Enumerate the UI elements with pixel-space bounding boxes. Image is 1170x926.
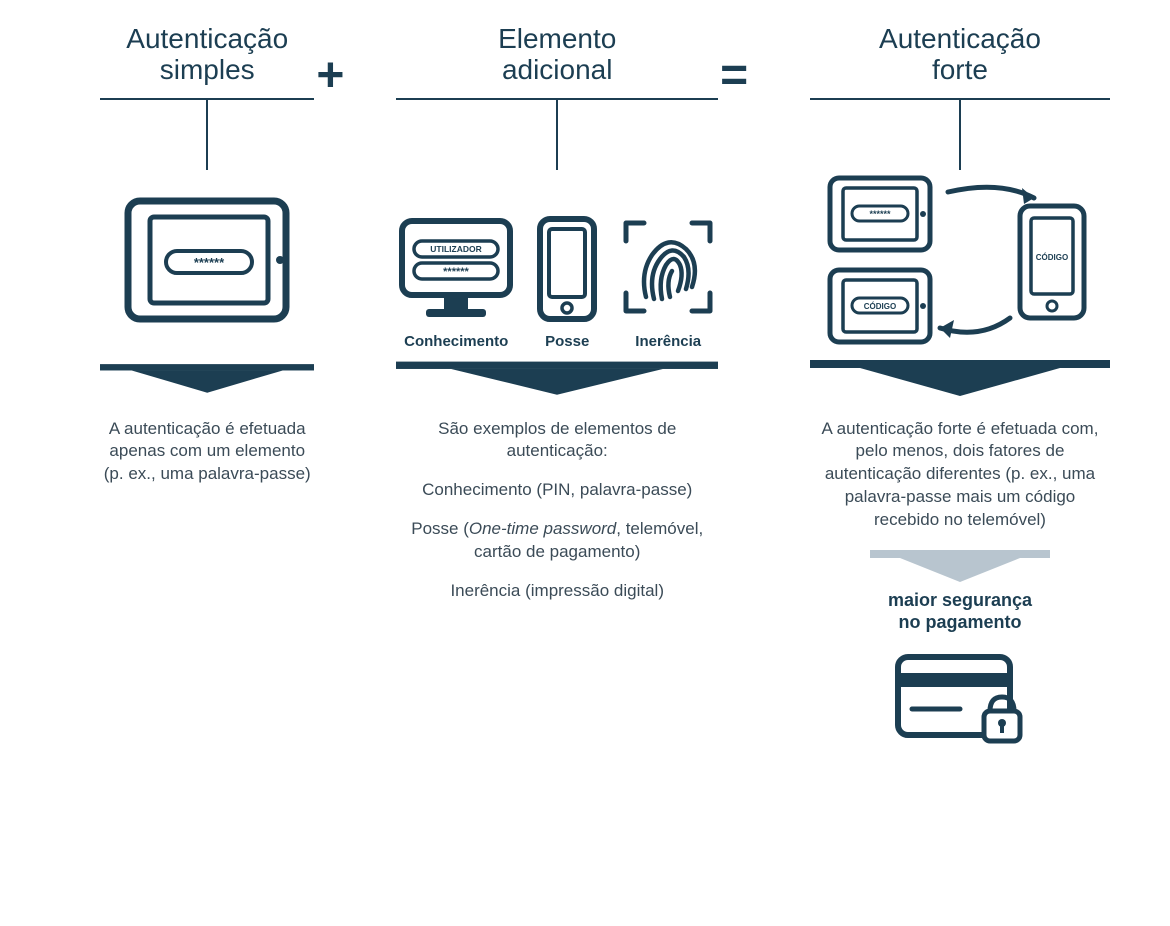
svg-text:UTILIZADOR: UTILIZADOR <box>430 244 481 254</box>
conclusion-text: maior segurança no pagamento <box>888 590 1032 633</box>
desc-possession: Posse (One-time password, telemóvel, car… <box>396 518 718 564</box>
heading-additional: Elemento adicional <box>498 20 616 90</box>
heading-additional-l2: adicional <box>502 54 613 85</box>
svg-text:******: ****** <box>194 255 225 270</box>
card-lock-icon <box>890 649 1030 754</box>
heading-strong-l1: Autenticação <box>879 23 1041 54</box>
down-arrow-dark <box>396 360 718 400</box>
heading-simple: Autenticação simples <box>126 20 288 90</box>
monitor-icon: UTILIZADOR ****** <box>396 215 516 325</box>
column-additional-element: Elemento adicional UTILIZADOR ****** Con… <box>396 20 718 754</box>
label-inherence: Inerência <box>635 333 701 350</box>
desc-simple: A autenticação é efetuada apenas com um … <box>100 418 314 487</box>
fingerprint-icon <box>618 215 718 325</box>
desc-intro: São exemplos de elementos de autenticaçã… <box>396 418 718 464</box>
svg-text:******: ****** <box>869 209 891 219</box>
factor-possession: Posse <box>532 215 602 350</box>
connector-stem <box>206 100 208 170</box>
desc-inherence: Inerência (impressão digital) <box>396 580 718 603</box>
down-arrow-light <box>870 550 1050 586</box>
operator-equals: = <box>718 48 750 103</box>
conclusion-l1: maior segurança <box>888 590 1032 610</box>
icon-row-factors: UTILIZADOR ****** Conhecimento Posse <box>396 170 718 350</box>
connector-stem <box>959 100 961 170</box>
svg-text:CÓDIGO: CÓDIGO <box>864 302 896 311</box>
heading-simple-l2: simples <box>160 54 255 85</box>
svg-text:CÓDIGO: CÓDIGO <box>1036 253 1068 262</box>
label-knowledge: Conhecimento <box>404 333 508 350</box>
down-arrow-dark <box>100 360 314 400</box>
desc-strong: A autenticação forte é efetuada com, pel… <box>810 418 1110 533</box>
down-arrow-dark <box>810 360 1110 400</box>
desc-additional: São exemplos de elementos de autenticaçã… <box>396 418 718 620</box>
heading-strong: Autenticação forte <box>879 20 1041 90</box>
heading-strong-l2: forte <box>932 54 988 85</box>
operator-plus: + <box>314 48 346 103</box>
conclusion-l2: no pagamento <box>898 612 1021 632</box>
factor-knowledge: UTILIZADOR ****** Conhecimento <box>396 215 516 350</box>
label-possession: Posse <box>545 333 589 350</box>
heading-simple-l1: Autenticação <box>126 23 288 54</box>
heading-additional-l1: Elemento <box>498 23 616 54</box>
column-strong-auth: Autenticação forte ****** <box>810 20 1110 754</box>
svg-text:******: ****** <box>443 266 469 278</box>
connector-stem <box>556 100 558 170</box>
column-simple-auth: Autenticação simples ****** A autenticaç… <box>100 20 314 754</box>
factor-inherence: Inerência <box>618 215 718 350</box>
icon-strong-auth-flow: ****** CÓDIGO CÓDIGO <box>810 170 1110 350</box>
desc-knowledge: Conhecimento (PIN, palavra-passe) <box>396 479 718 502</box>
phone-icon <box>532 215 602 325</box>
icon-tablet-password: ****** <box>100 170 314 350</box>
